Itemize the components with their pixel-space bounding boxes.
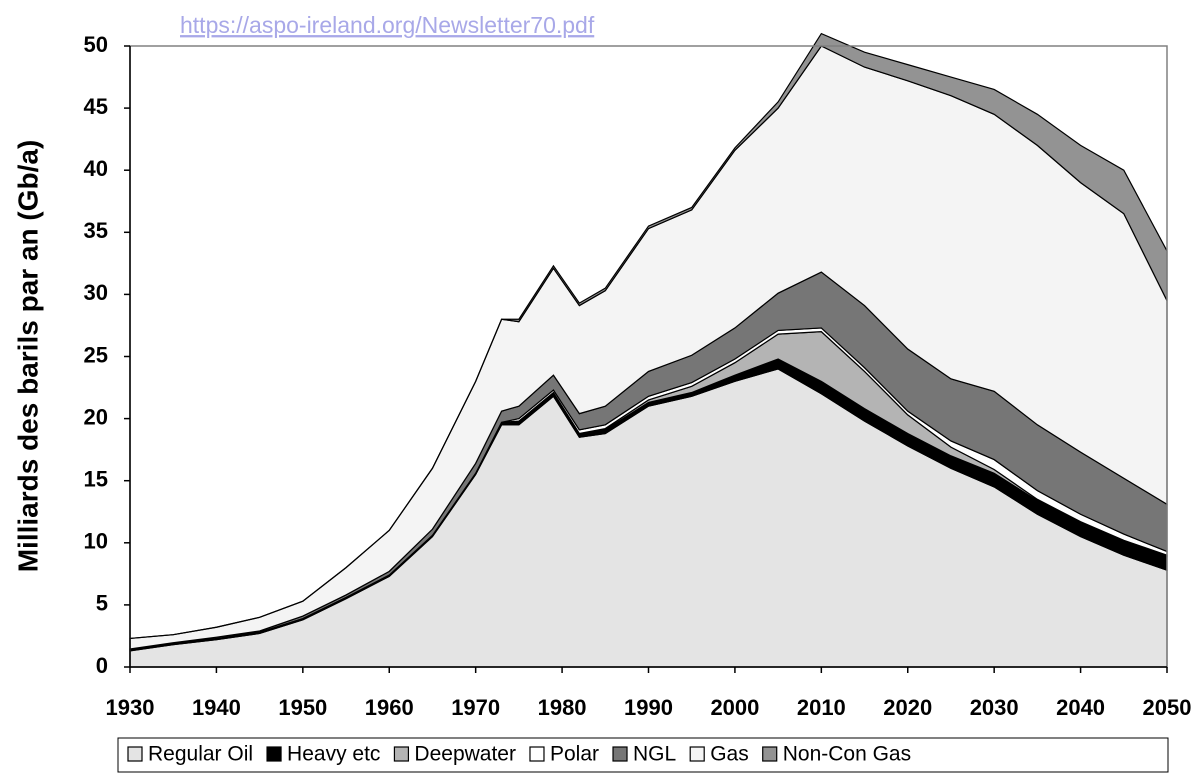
y-tick-label: 35 (84, 218, 108, 243)
x-tick-label: 2050 (1143, 695, 1192, 720)
y-tick-label: 5 (96, 591, 108, 616)
x-tick-label: 1950 (278, 695, 327, 720)
legend-label: Gas (710, 743, 749, 766)
legend-label: NGL (633, 743, 676, 766)
y-tick-label: 20 (84, 404, 108, 429)
x-tick-label: 1960 (365, 695, 414, 720)
legend-label: Regular Oil (148, 743, 253, 766)
x-tick-label: 1980 (538, 695, 587, 720)
y-tick-label: 25 (84, 342, 108, 367)
y-axis-label: Milliards des barils par an (Gb/a) (12, 140, 43, 573)
legend-swatch (612, 746, 628, 762)
legend-label: Non-Con Gas (783, 743, 911, 766)
legend-swatch (529, 746, 545, 762)
source-link[interactable]: https://aspo-ireland.org/Newsletter70.pd… (180, 12, 595, 38)
legend-label: Polar (550, 743, 599, 766)
y-tick-label: 45 (84, 94, 108, 119)
legend-swatch (393, 746, 410, 762)
y-tick-label: 30 (84, 280, 108, 305)
x-tick-label: 1990 (624, 695, 673, 720)
legend-swatch (689, 746, 705, 762)
y-tick-label: 50 (84, 32, 108, 57)
legend-box (117, 737, 1169, 773)
x-tick-label: 2000 (710, 695, 759, 720)
legend-label: Heavy etc (287, 743, 380, 766)
y-tick-label: 0 (96, 653, 108, 678)
y-tick-label: 10 (84, 529, 108, 554)
x-tick-label: 2030 (970, 695, 1019, 720)
x-tick-label: 2010 (797, 695, 846, 720)
legend-label: Deepwater (414, 743, 516, 766)
x-tick-label: 1930 (106, 695, 155, 720)
x-tick-label: 2040 (1056, 695, 1105, 720)
y-tick-label: 15 (84, 467, 108, 492)
x-tick-label: 2020 (883, 695, 932, 720)
legend-swatch (762, 746, 778, 762)
x-tick-label: 1940 (192, 695, 241, 720)
legend-swatch (266, 746, 282, 762)
legend-swatch (127, 746, 143, 762)
x-tick-label: 1970 (451, 695, 500, 720)
y-tick-label: 40 (84, 156, 108, 181)
